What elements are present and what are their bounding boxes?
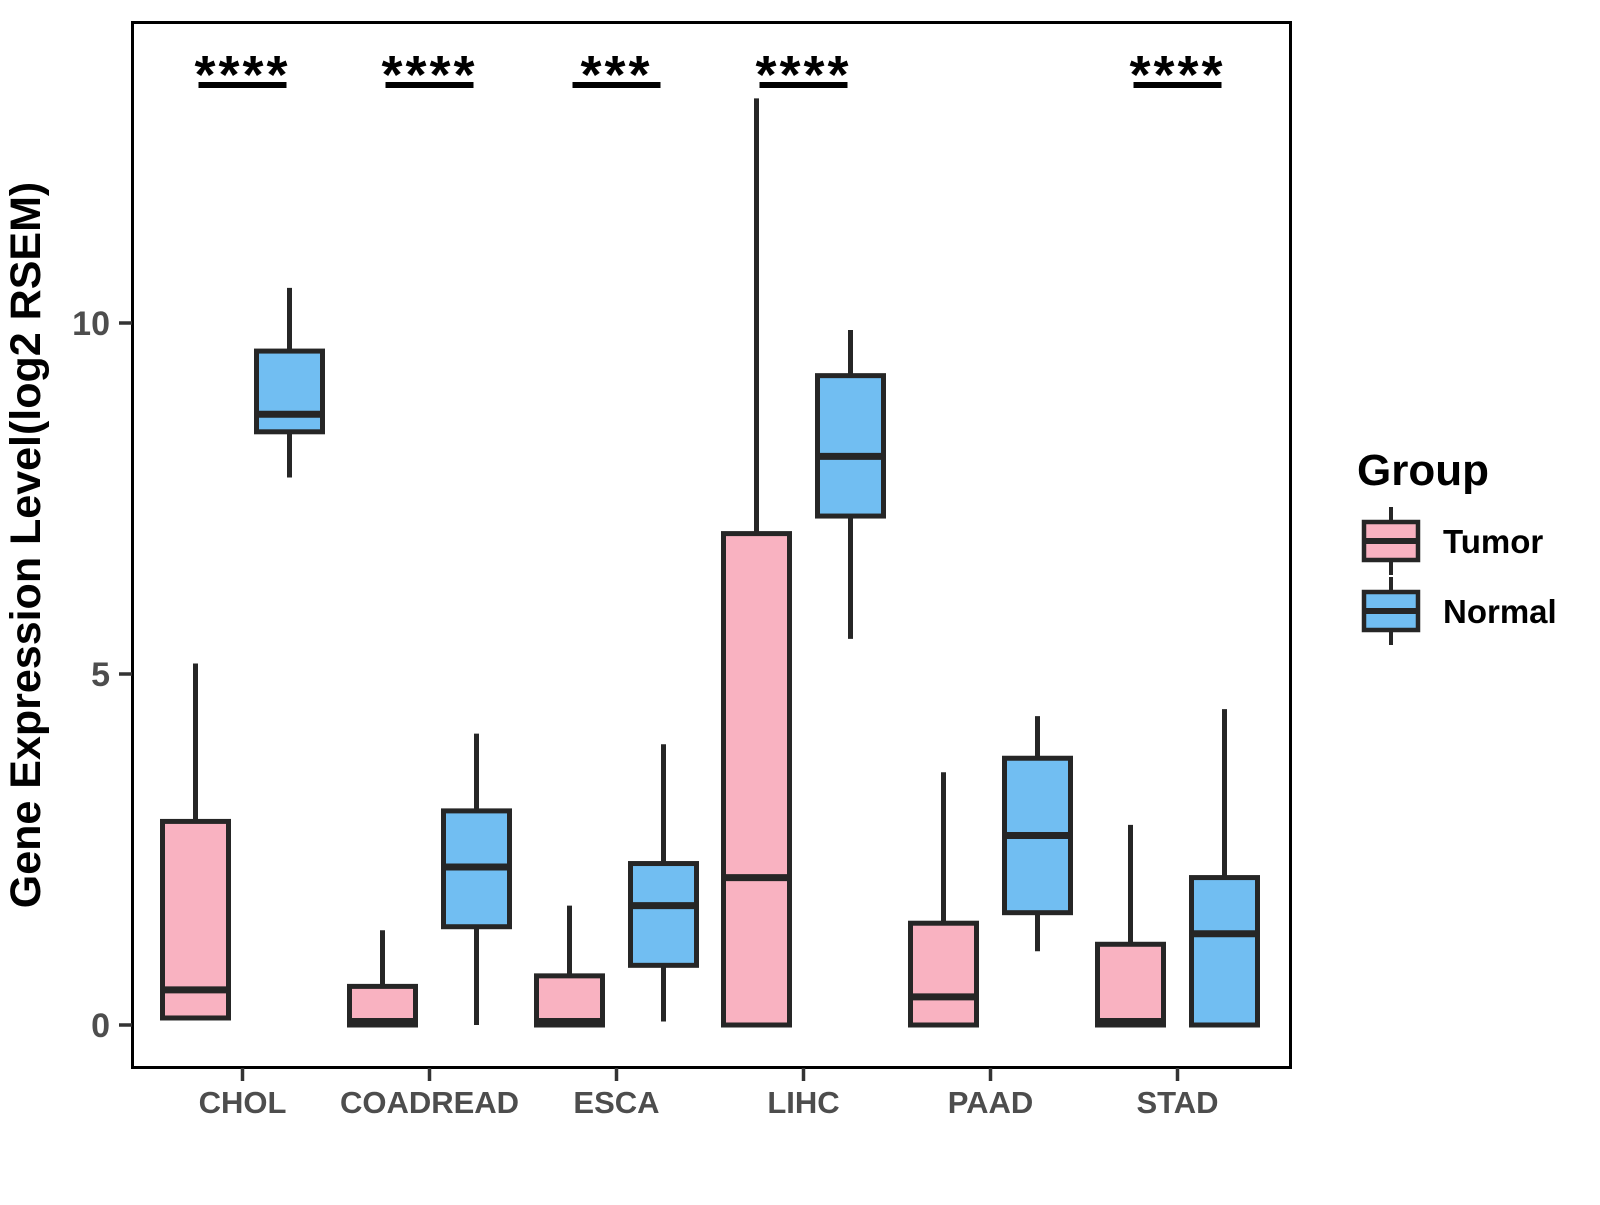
significance-bar bbox=[198, 82, 287, 88]
box-normal-stad bbox=[1189, 709, 1260, 1028]
significance-bar bbox=[385, 82, 474, 88]
y-axis-title: Gene Expression Level(log2 RSEM) bbox=[2, 182, 50, 908]
x-tick-label-coadread: COADREAD bbox=[340, 1085, 519, 1120]
legend: Group Tumor Normal bbox=[1357, 446, 1557, 645]
y-tick-label: 10 bbox=[72, 305, 110, 343]
iqr-box bbox=[1189, 875, 1260, 1028]
iqr-box bbox=[908, 920, 979, 1028]
significance-coadread: **** bbox=[381, 45, 477, 105]
significance-chol: **** bbox=[194, 45, 290, 105]
significance-bar bbox=[572, 82, 661, 88]
legend-keys: Tumor Normal bbox=[1361, 507, 1557, 645]
x-tick-label-esca: ESCA bbox=[573, 1085, 659, 1120]
iqr-box bbox=[534, 973, 605, 1028]
x-tick-label-lihc: LIHC bbox=[767, 1085, 839, 1120]
significance-bar bbox=[759, 82, 848, 88]
significance-stars: **** bbox=[194, 45, 290, 105]
iqr-box bbox=[721, 531, 792, 1028]
significance-lihc: **** bbox=[755, 45, 851, 105]
legend-key-tumor: Tumor bbox=[1361, 507, 1543, 575]
significance-stars: **** bbox=[381, 45, 477, 105]
box-tumor-lihc bbox=[721, 98, 792, 1028]
significance-stars: *** bbox=[580, 45, 652, 105]
legend-title: Group bbox=[1357, 446, 1489, 495]
box-normal-chol bbox=[254, 287, 325, 478]
box-tumor-esca bbox=[534, 905, 605, 1028]
significance-stars: **** bbox=[1129, 45, 1225, 105]
iqr-box bbox=[1095, 941, 1166, 1028]
box-normal-lihc bbox=[815, 330, 886, 639]
x-tick-label-stad: STAD bbox=[1136, 1085, 1218, 1120]
box-tumor-chol bbox=[160, 663, 231, 1021]
significance-esca: *** bbox=[572, 45, 661, 105]
box-tumor-coadread bbox=[347, 930, 418, 1028]
significance-stars: **** bbox=[755, 45, 851, 105]
plot-panel-border bbox=[131, 21, 1292, 1069]
box-tumor-paad bbox=[908, 772, 979, 1028]
iqr-box bbox=[160, 818, 231, 1021]
iqr-box bbox=[628, 861, 699, 968]
box-normal-esca bbox=[628, 744, 699, 1022]
box-normal-paad bbox=[1002, 716, 1073, 952]
iqr-box bbox=[254, 348, 325, 435]
x-tick-label-chol: CHOL bbox=[199, 1085, 287, 1120]
y-tick-label: 5 bbox=[91, 656, 110, 694]
box-normal-coadread bbox=[441, 733, 512, 1025]
y-tick-label: 0 bbox=[91, 1007, 110, 1045]
x-tick-label-paad: PAAD bbox=[948, 1085, 1034, 1120]
legend-key-normal: Normal bbox=[1361, 577, 1557, 645]
legend-label-tumor: Tumor bbox=[1443, 523, 1543, 560]
significance-bar bbox=[1133, 82, 1222, 88]
box-tumor-stad bbox=[1095, 824, 1166, 1028]
significance-stad: **** bbox=[1129, 45, 1225, 105]
legend-label-normal: Normal bbox=[1443, 593, 1557, 630]
iqr-box bbox=[815, 373, 886, 519]
